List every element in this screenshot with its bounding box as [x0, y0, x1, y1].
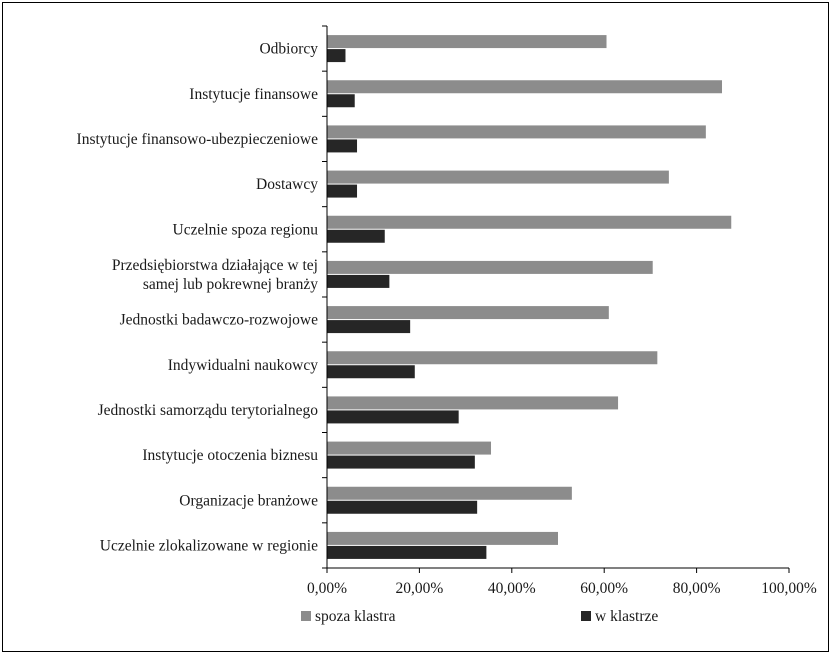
category-label-line: Jednostki badawczo-rozwojowe	[120, 312, 319, 329]
category-label: Uczelnie zlokalizowane w regionie	[100, 537, 318, 554]
bar-w-klastrze	[327, 320, 411, 334]
category-label: Instytucje otoczenia biznesu	[142, 447, 318, 464]
category-label: Instytucje finansowo-ubezpieczeniowe	[77, 131, 319, 148]
x-tick-label: 40,00%	[488, 580, 536, 597]
category-label-line: Instytucje otoczenia biznesu	[142, 447, 318, 464]
bar-spoza-klastra	[327, 531, 558, 545]
bar-spoza-klastra	[327, 260, 653, 274]
x-tick-labels: 0,00% 20,00% 40,00% 60,00% 80,00% 100,00%	[307, 580, 817, 597]
category-label-line: Indywidualni naukowcy	[168, 357, 318, 374]
x-tick-label: 80,00%	[673, 580, 721, 597]
category-label-line: Dostawcy	[256, 176, 318, 193]
bar-chart: Odbiorcy Instytucje finansowe Instytucje f…	[77, 25, 817, 625]
category-label-line: Organizacje branżowe	[179, 492, 318, 509]
bar-w-klastrze	[327, 365, 415, 379]
legend-swatch	[581, 611, 591, 621]
x-tick-label: 60,00%	[580, 580, 628, 597]
bar-spoza-klastra	[327, 396, 619, 410]
bar-spoza-klastra	[327, 125, 706, 139]
x-tick-label: 0,00%	[307, 580, 347, 597]
category-label-line: Instytucje finansowe	[189, 86, 318, 103]
category-label-line: Uczelnie zlokalizowane w regionie	[100, 537, 318, 554]
category-label: Jednostki badawczo-rozwojowe	[120, 312, 319, 329]
bar-w-klastrze	[327, 49, 346, 63]
bar-w-klastrze	[327, 274, 390, 288]
category-label-line: Instytucje finansowo-ubezpieczeniowe	[77, 131, 319, 148]
axes	[322, 25, 790, 573]
bar-w-klastrze	[327, 94, 355, 108]
category-label: Indywidualni naukowcy	[168, 357, 318, 374]
x-tick-label: 100,00%	[761, 580, 817, 597]
bar-spoza-klastra	[327, 170, 669, 184]
category-label-line: samej lub pokrewnej branży	[143, 276, 318, 293]
category-label: Dostawcy	[256, 176, 318, 193]
bar-spoza-klastra	[327, 441, 492, 455]
category-label: Organizacje branżowe	[179, 492, 318, 509]
category-label-line: Odbiorcy	[259, 41, 318, 58]
category-label: Przedsiębiorstwa działające w tej samej l…	[112, 257, 318, 293]
x-tick-label: 20,00%	[396, 580, 444, 597]
bar-w-klastrze	[327, 545, 487, 559]
category-label-line: Przedsiębiorstwa działające w tej	[112, 257, 318, 274]
bar-w-klastrze	[327, 229, 385, 243]
legend: spoza klastra w klastrze	[301, 608, 658, 625]
category-label: Odbiorcy	[259, 41, 318, 58]
bar-w-klastrze	[327, 410, 459, 424]
bar-w-klastrze	[327, 139, 358, 153]
bar-spoza-klastra	[327, 215, 732, 229]
category-label: Uczelnie spoza regionu	[173, 221, 319, 238]
bar-w-klastrze	[327, 455, 475, 469]
category-label: Instytucje finansowe	[189, 86, 318, 103]
bar-spoza-klastra	[327, 306, 609, 320]
bar-spoza-klastra	[327, 35, 607, 49]
bar-spoza-klastra	[327, 351, 658, 365]
bar-w-klastrze	[327, 500, 478, 514]
legend-label: spoza klastra	[315, 608, 396, 625]
bar-spoza-klastra	[327, 80, 723, 94]
legend-swatch	[301, 611, 311, 621]
category-label: Jednostki samorządu terytorialnego	[98, 402, 319, 419]
category-label-line: Jednostki samorządu terytorialnego	[98, 402, 319, 419]
legend-label: w klastrze	[595, 608, 658, 625]
bar-spoza-klastra	[327, 486, 572, 500]
bar-w-klastrze	[327, 184, 358, 198]
bars-group	[327, 35, 732, 559]
category-label-line: Uczelnie spoza regionu	[173, 221, 319, 238]
category-labels: Odbiorcy Instytucje finansowe Instytucje f…	[77, 41, 319, 555]
